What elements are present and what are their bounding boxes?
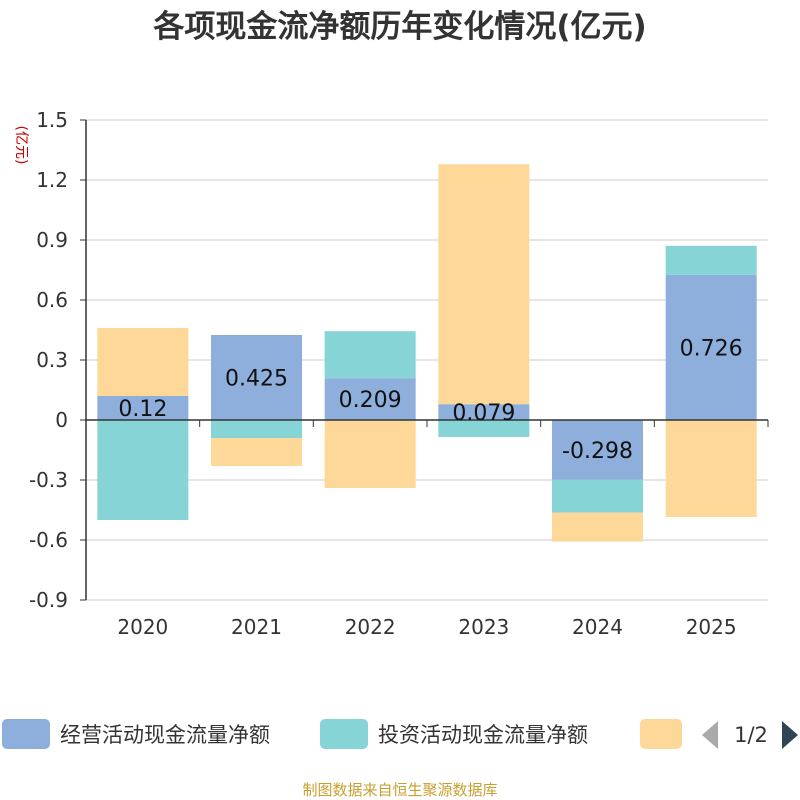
y-tick-label: 1.2 bbox=[36, 168, 68, 192]
legend: 经营活动现金流量净额 投资活动现金流量净额 1/2 bbox=[2, 719, 798, 749]
bar-2024-series-0[interactable] bbox=[552, 420, 643, 480]
data-label-2025: 0.726 bbox=[680, 336, 743, 361]
bar-2025-series-0[interactable] bbox=[665, 274, 757, 420]
data-labels: 0.12 0.425 0.209 0.079 -0.298 0.726 bbox=[118, 336, 742, 463]
bar-2022-series-0[interactable] bbox=[324, 378, 416, 420]
legend-page-indicator: 1/2 bbox=[734, 723, 768, 747]
axes: 1.5 1.2 0.9 0.6 0.3 0 -0.3 -0.6 -0.9 2020 2021 2022… bbox=[29, 108, 769, 639]
bar-2022-series-1[interactable] bbox=[324, 331, 416, 379]
bar-2021-series-1[interactable] bbox=[211, 420, 302, 438]
x-tick-label: 2020 bbox=[117, 615, 168, 639]
x-tick-label: 2021 bbox=[231, 615, 282, 639]
triangle-right-icon[interactable] bbox=[782, 721, 798, 749]
y-tick-label: -0.6 bbox=[29, 528, 68, 552]
bar-2023-series-0[interactable] bbox=[438, 404, 530, 420]
y-tick-label: -0.9 bbox=[29, 588, 68, 612]
legend-label-operating: 经营活动现金流量净额 bbox=[60, 723, 270, 747]
data-label-2022: 0.209 bbox=[339, 388, 402, 413]
bar-2021-series-0[interactable] bbox=[211, 335, 302, 420]
bar-2025-series-2[interactable] bbox=[665, 420, 757, 517]
bar-2024-series-2[interactable] bbox=[552, 512, 643, 542]
legend-label-investing: 投资活动现金流量净额 bbox=[378, 723, 588, 747]
x-tick-label: 2024 bbox=[572, 615, 623, 639]
legend-item-investing[interactable]: 投资活动现金流量净额 bbox=[320, 719, 588, 749]
x-tick-label: 2022 bbox=[345, 615, 396, 639]
x-tick-label: 2023 bbox=[458, 615, 509, 639]
data-label-2020: 0.12 bbox=[118, 397, 167, 422]
footer-source: 制图数据来自恒生聚源数据库 bbox=[302, 781, 497, 799]
bars bbox=[97, 164, 757, 542]
bar-2025-series-1[interactable] bbox=[665, 245, 757, 275]
bar-2023-series-1[interactable] bbox=[438, 420, 530, 437]
legend-item-financing[interactable] bbox=[640, 719, 682, 749]
y-tick-label: 0.6 bbox=[36, 288, 68, 312]
bar-2020-series-0[interactable] bbox=[97, 396, 189, 420]
y-axis-unit: (亿元) bbox=[13, 126, 29, 165]
chart-title: 各项现金流净额历年变化情况(亿元) bbox=[152, 9, 646, 45]
y-tick-label: 1.5 bbox=[36, 108, 68, 132]
legend-swatch-financing bbox=[640, 719, 682, 749]
y-tick-label: 0 bbox=[55, 408, 68, 432]
y-tick-label: 0.9 bbox=[36, 228, 68, 252]
y-tick-label: 0.3 bbox=[36, 348, 68, 372]
data-label-2024: -0.298 bbox=[562, 439, 633, 464]
bar-2024-series-1[interactable] bbox=[552, 479, 643, 513]
bar-2021-series-2[interactable] bbox=[211, 438, 302, 466]
x-tick-label: 2025 bbox=[686, 615, 737, 639]
data-label-2021: 0.425 bbox=[225, 367, 288, 392]
legend-item-operating[interactable]: 经营活动现金流量净额 bbox=[2, 719, 270, 749]
y-tick-label: -0.3 bbox=[29, 468, 68, 492]
bar-2020-series-2[interactable] bbox=[97, 328, 189, 396]
legend-swatch-investing bbox=[320, 719, 368, 749]
bar-2020-series-1[interactable] bbox=[97, 420, 189, 520]
data-label-2023: 0.079 bbox=[452, 401, 515, 426]
legend-swatch-operating bbox=[2, 719, 50, 749]
bar-2023-series-2[interactable] bbox=[438, 164, 530, 405]
bar-2022-series-2[interactable] bbox=[324, 420, 416, 488]
triangle-left-icon[interactable] bbox=[702, 721, 718, 749]
